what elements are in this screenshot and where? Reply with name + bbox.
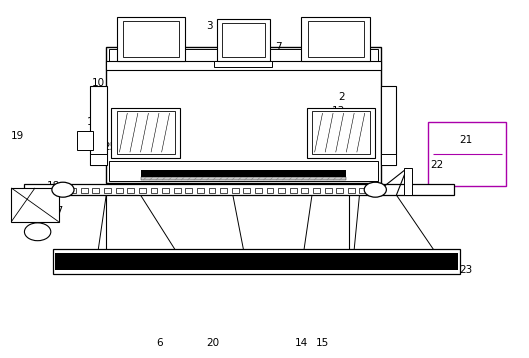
Bar [243, 188, 250, 193]
Bar [208, 188, 215, 193]
Bar [217, 19, 270, 61]
Text: 25: 25 [104, 142, 117, 152]
Bar [139, 188, 146, 193]
Bar [302, 188, 308, 193]
Bar [77, 131, 93, 150]
Bar [11, 188, 59, 222]
Text: 21: 21 [460, 135, 473, 145]
Bar [308, 21, 364, 57]
Bar [313, 188, 320, 193]
Bar [360, 188, 366, 193]
Bar [404, 168, 412, 195]
Bar [53, 249, 460, 274]
Text: 12: 12 [339, 124, 352, 134]
Text: 11: 11 [304, 56, 317, 66]
Text: 10: 10 [92, 78, 105, 88]
Bar [162, 188, 169, 193]
Text: 13: 13 [332, 106, 345, 116]
Circle shape [364, 182, 386, 197]
Text: 14: 14 [295, 338, 308, 348]
Bar [278, 188, 285, 193]
Bar [106, 61, 380, 70]
Circle shape [52, 182, 74, 197]
Bar [141, 170, 346, 178]
Bar [151, 188, 158, 193]
Text: 16: 16 [87, 117, 100, 127]
Text: 3: 3 [206, 21, 213, 31]
Bar [117, 17, 185, 61]
Bar [174, 188, 180, 193]
Bar [290, 188, 297, 193]
Bar [348, 188, 355, 193]
Bar [104, 188, 111, 193]
Text: 2: 2 [339, 92, 345, 102]
Bar [222, 23, 264, 57]
Text: 22: 22 [431, 160, 444, 170]
Text: 8: 8 [175, 21, 181, 31]
Bar [214, 61, 272, 67]
Bar [112, 108, 180, 158]
Bar [380, 86, 396, 165]
Text: 20: 20 [206, 338, 220, 348]
Bar [220, 188, 227, 193]
Bar [185, 188, 192, 193]
Text: 7: 7 [275, 42, 281, 52]
Text: 23: 23 [460, 265, 473, 275]
Bar [428, 122, 506, 186]
Bar [69, 188, 76, 193]
Bar [255, 188, 262, 193]
Bar [90, 154, 107, 165]
Text: 4: 4 [93, 145, 99, 155]
Bar [123, 21, 179, 57]
Bar [81, 188, 88, 193]
Bar [312, 111, 370, 154]
Bar [55, 253, 458, 270]
Bar [93, 188, 99, 193]
Bar [90, 86, 107, 165]
Bar [325, 188, 332, 193]
Text: 17: 17 [51, 206, 64, 216]
Text: 18: 18 [47, 181, 60, 191]
Bar [109, 161, 378, 181]
Text: 5: 5 [246, 21, 253, 31]
Bar [302, 17, 370, 61]
Bar [197, 188, 204, 193]
Text: 24: 24 [339, 149, 352, 159]
Bar [24, 184, 454, 195]
Bar [127, 188, 134, 193]
Text: 15: 15 [316, 338, 330, 348]
Bar [336, 188, 343, 193]
Bar [106, 47, 380, 183]
Bar [116, 188, 123, 193]
Text: 19: 19 [11, 131, 24, 141]
Circle shape [24, 223, 51, 241]
Bar [307, 108, 375, 158]
Bar [109, 49, 378, 70]
Bar [232, 188, 239, 193]
Bar [267, 188, 273, 193]
Bar [117, 111, 175, 154]
Text: 6: 6 [157, 338, 163, 348]
Text: 9: 9 [132, 53, 138, 63]
Bar [141, 177, 346, 180]
Bar [380, 154, 396, 165]
